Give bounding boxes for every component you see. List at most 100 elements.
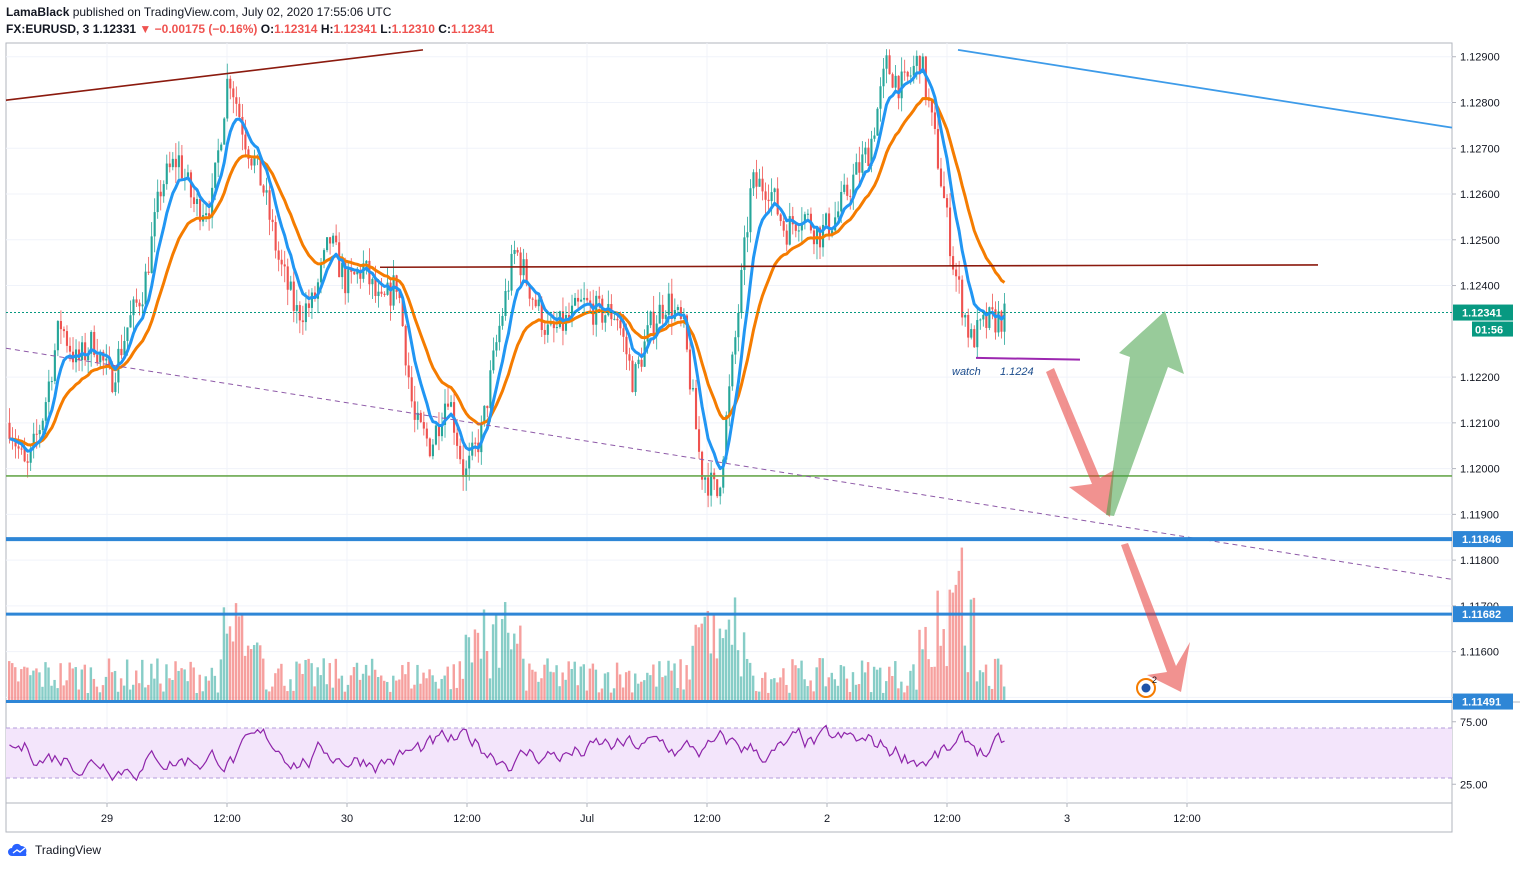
candle-body: [915, 55, 918, 66]
volume-bar: [522, 658, 525, 701]
candle-body: [519, 252, 522, 276]
volume-bar: [485, 651, 489, 701]
tradingview-logo[interactable]: TradingView: [7, 843, 101, 857]
candle-body: [462, 459, 465, 477]
volume-bar: [782, 668, 785, 701]
candle-body: [214, 162, 217, 188]
candle-body: [162, 184, 165, 197]
volume-bar: [497, 667, 501, 701]
volume-bar: [177, 670, 180, 701]
volume-bar: [283, 685, 286, 701]
candle-body: [253, 158, 256, 166]
candle-body: [301, 320, 304, 323]
candle-body: [504, 290, 507, 317]
volume-bar: [431, 675, 434, 701]
current-price-label-bg: [1453, 304, 1513, 321]
time-tick-label: 12:00: [693, 813, 721, 825]
volume-bar: [682, 689, 685, 701]
volume-bar: [643, 680, 646, 701]
volume-bar: [588, 668, 592, 701]
candle-body: [156, 191, 159, 213]
volume-bar: [606, 672, 610, 701]
volume-bar: [101, 685, 105, 701]
candle-body: [226, 78, 229, 119]
volume-bar: [525, 690, 528, 701]
volume-bar: [213, 675, 217, 701]
candle-body: [691, 388, 695, 390]
candle-body: [894, 75, 897, 88]
candle-body: [177, 155, 180, 168]
candle-body: [525, 259, 528, 285]
candle-body: [180, 155, 183, 179]
watch-price-label: 1.1224: [1000, 366, 1034, 378]
volume-bar: [128, 689, 132, 701]
volume-bar: [721, 638, 725, 701]
volume-bar: [537, 681, 540, 701]
low-value: 1.12310: [391, 22, 435, 36]
candle-body: [749, 188, 752, 233]
candle-body: [837, 211, 840, 218]
volume-bar: [773, 678, 776, 701]
candle-body: [640, 359, 643, 367]
candle-body: [528, 284, 531, 299]
price-tick-label: 1.12900: [1460, 52, 1500, 64]
volume-bar: [516, 643, 519, 701]
volume-bar: [65, 680, 68, 701]
volume-bar: [246, 645, 250, 701]
volume-bar: [875, 669, 879, 701]
candle-body: [374, 278, 377, 297]
volume-bar: [195, 692, 198, 701]
volume-bar: [104, 676, 108, 701]
candle-body: [165, 163, 168, 185]
volume-bar: [89, 667, 93, 701]
candle-body: [286, 266, 289, 290]
volume-bar: [77, 689, 80, 701]
volume-bar: [597, 692, 601, 701]
volume-bar: [981, 672, 985, 701]
candle-body: [395, 275, 398, 292]
candle-body: [997, 311, 1000, 333]
candle-body: [123, 340, 126, 356]
candle-body: [697, 429, 701, 452]
price-tick-label: 1.12100: [1460, 418, 1500, 430]
arrow-down-2: [1121, 543, 1190, 692]
volume-bar: [440, 678, 443, 701]
volume-bar: [561, 672, 564, 701]
volume-bar: [770, 679, 773, 701]
author-name[interactable]: LamaBlack: [6, 5, 70, 19]
candle-body: [250, 158, 253, 166]
volume-bar: [903, 692, 906, 701]
volume-bar: [851, 672, 855, 701]
volume-bar: [860, 660, 864, 701]
volume-bar: [519, 625, 522, 701]
volume-bar: [531, 669, 534, 701]
arrow-up: [1106, 311, 1184, 516]
volume-bar: [265, 689, 268, 701]
candle-body: [655, 323, 658, 337]
volume-bar: [138, 683, 141, 701]
candle-body: [208, 213, 211, 218]
volume-bar: [361, 673, 365, 701]
candle-body: [873, 135, 876, 139]
volume-bar: [404, 674, 407, 701]
candle-body: [17, 446, 20, 449]
symbol-label[interactable]: FX:EURUSD, 3: [6, 22, 90, 36]
candle-body: [59, 321, 62, 330]
candle-body: [247, 149, 250, 159]
candle-body: [685, 315, 689, 350]
volume-bar: [652, 664, 655, 701]
candle-body: [244, 134, 247, 150]
volume-bar: [473, 629, 477, 701]
volume-bar: [969, 599, 973, 701]
volume-bar: [540, 678, 543, 701]
candle-body: [120, 348, 123, 356]
volume-bar: [612, 688, 616, 701]
volume-bar: [183, 669, 186, 701]
candle-body: [704, 477, 707, 480]
candle-body: [985, 314, 988, 328]
candle-body: [474, 442, 477, 444]
volume-bar: [231, 641, 235, 701]
volume-bar: [434, 681, 437, 701]
volume-bar: [978, 670, 982, 701]
